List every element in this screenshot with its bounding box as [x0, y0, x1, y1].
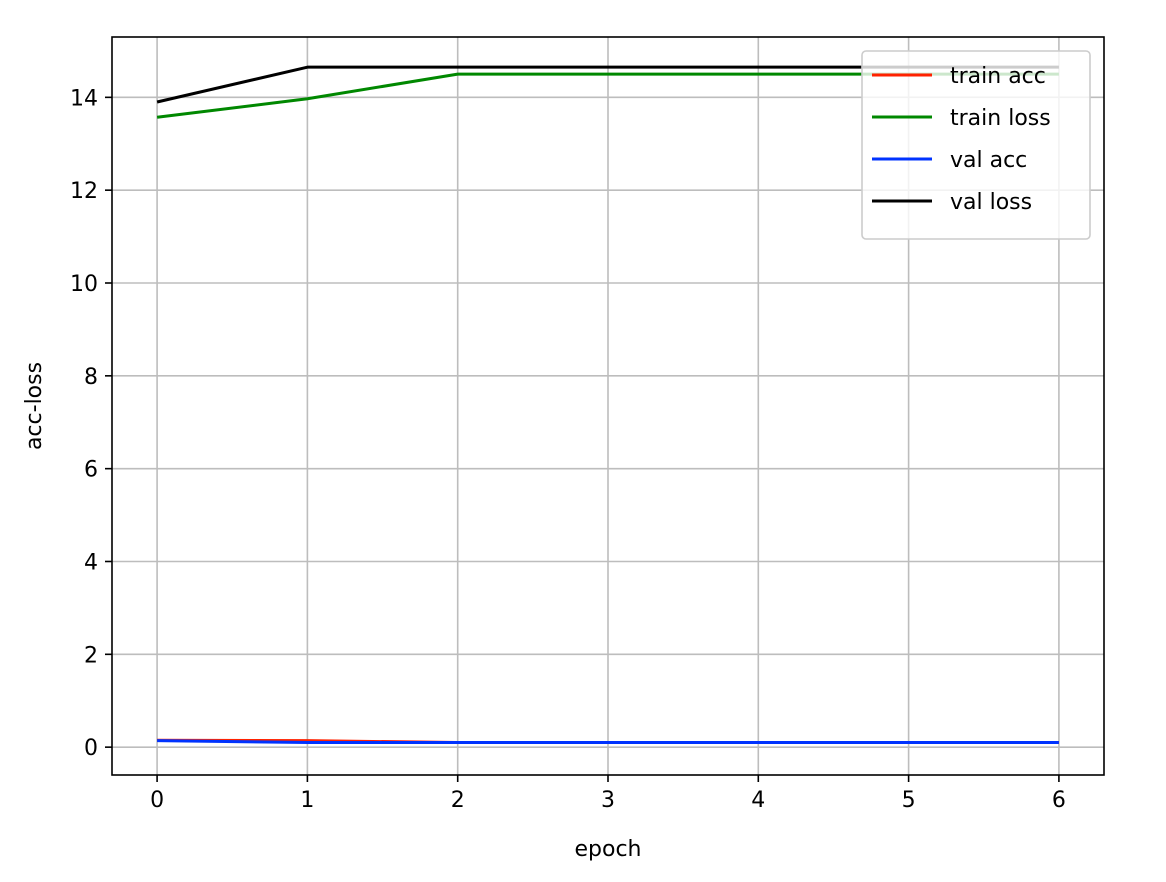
- x-tick-label: 6: [1052, 788, 1066, 813]
- y-tick-label: 12: [70, 179, 98, 204]
- y-tick-label: 0: [84, 736, 98, 761]
- grid-lines: [112, 37, 1104, 775]
- y-tick-label: 8: [84, 365, 98, 390]
- x-tick-label: 2: [451, 788, 465, 813]
- x-tick-label: 4: [751, 788, 765, 813]
- x-tick-label: 3: [601, 788, 615, 813]
- legend-box: [861, 50, 1091, 240]
- legend-label: val loss: [950, 190, 1032, 215]
- y-tick-label: 14: [70, 86, 98, 111]
- y-tick-label: 10: [70, 272, 98, 297]
- x-tick-label: 5: [902, 788, 916, 813]
- series-line-val-acc: [157, 739, 1059, 745]
- y-axis-ticks: 0 2 4 6 8 10 12 14: [70, 86, 112, 761]
- legend: train acc train loss val acc val loss: [861, 50, 1091, 240]
- legend-label: val acc: [950, 148, 1027, 173]
- x-tick-label: 0: [150, 788, 164, 813]
- y-tick-label: 6: [84, 458, 98, 483]
- legend-label: train acc: [950, 64, 1046, 89]
- y-axis-label: acc-loss: [22, 362, 47, 450]
- x-tick-label: 1: [300, 788, 314, 813]
- y-tick-label: 4: [84, 550, 98, 575]
- x-axis-ticks: 0 1 2 3 4 5 6: [150, 775, 1066, 813]
- legend-label: train loss: [950, 106, 1051, 131]
- y-tick-label: 2: [84, 643, 98, 668]
- x-axis-label: epoch: [575, 837, 642, 862]
